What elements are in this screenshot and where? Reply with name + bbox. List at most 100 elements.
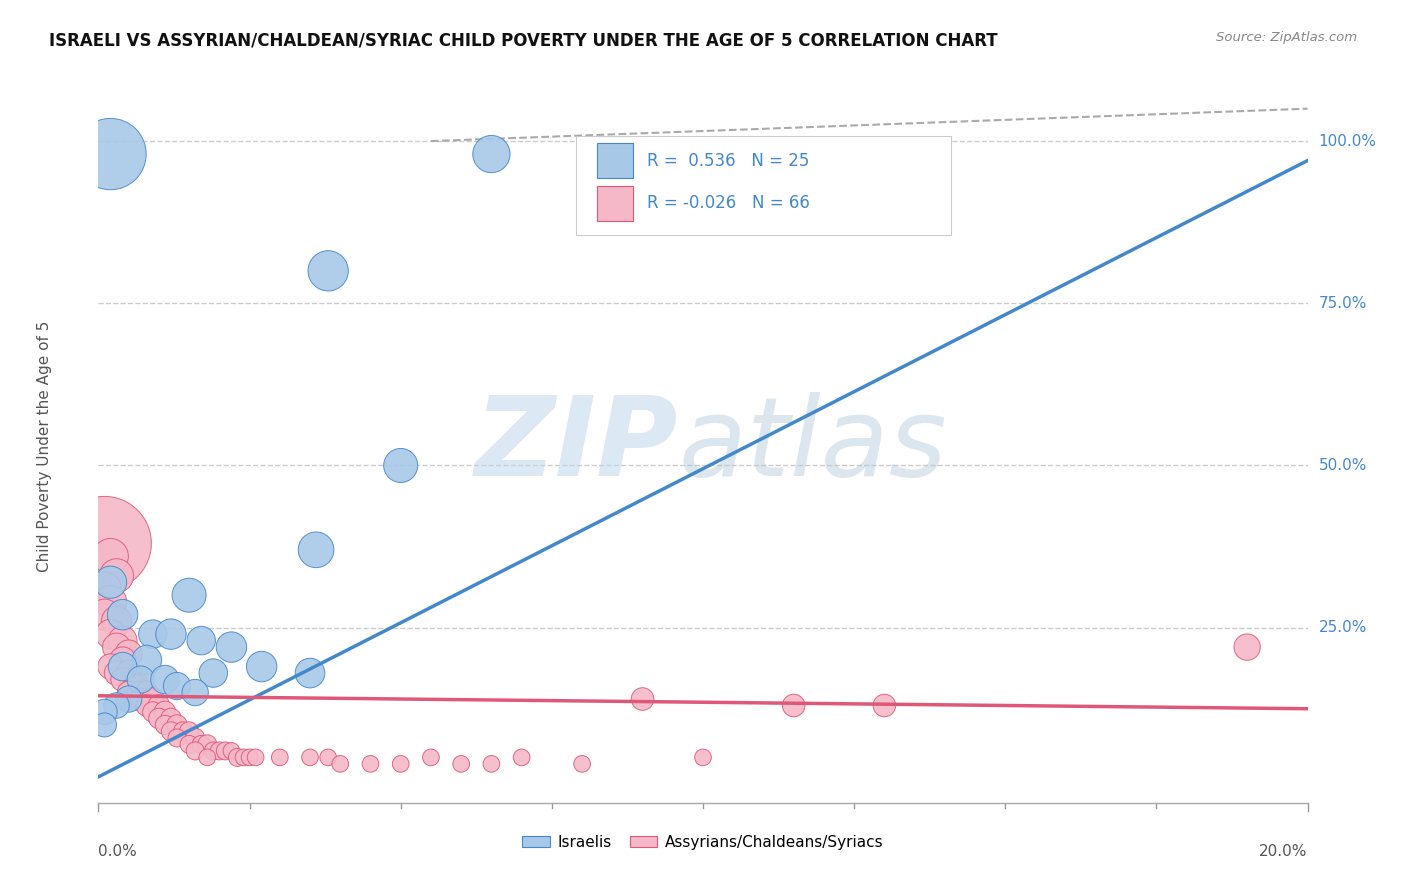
- Point: [129, 685, 152, 699]
- Point: [129, 673, 152, 687]
- Point: [100, 595, 122, 609]
- Point: [153, 673, 176, 687]
- Point: [208, 744, 231, 758]
- Point: [783, 698, 806, 713]
- Point: [153, 705, 176, 719]
- Point: [214, 744, 236, 758]
- Point: [93, 582, 115, 596]
- Text: atlas: atlas: [679, 392, 948, 500]
- Text: ZIP: ZIP: [475, 392, 679, 500]
- Point: [195, 750, 218, 764]
- Point: [1236, 640, 1258, 654]
- Point: [93, 718, 115, 732]
- Point: [100, 575, 122, 590]
- Point: [148, 711, 170, 725]
- Point: [360, 756, 382, 771]
- Point: [232, 750, 254, 764]
- Point: [160, 724, 183, 739]
- Point: [118, 692, 141, 706]
- Point: [221, 744, 243, 758]
- Point: [142, 705, 165, 719]
- Point: [179, 724, 201, 739]
- Point: [100, 147, 122, 161]
- Point: [142, 692, 165, 706]
- Point: [100, 627, 122, 641]
- Point: [135, 653, 157, 667]
- Point: [239, 750, 262, 764]
- Point: [124, 679, 146, 693]
- Point: [269, 750, 291, 764]
- Point: [93, 536, 115, 550]
- Point: [111, 673, 134, 687]
- Point: [160, 711, 183, 725]
- Point: [245, 750, 267, 764]
- Point: [135, 685, 157, 699]
- Point: [221, 640, 243, 654]
- Bar: [596, 186, 633, 220]
- Point: [105, 640, 128, 654]
- Point: [148, 698, 170, 713]
- Point: [105, 698, 128, 713]
- Point: [184, 744, 207, 758]
- Point: [316, 264, 339, 278]
- Point: [111, 653, 134, 667]
- Point: [184, 731, 207, 745]
- Text: Source: ZipAtlas.com: Source: ZipAtlas.com: [1216, 31, 1357, 45]
- Point: [389, 756, 412, 771]
- Point: [299, 666, 322, 681]
- Point: [100, 659, 122, 673]
- Point: [129, 692, 152, 706]
- Point: [111, 607, 134, 622]
- Point: [105, 614, 128, 628]
- Point: [179, 738, 201, 752]
- Point: [226, 750, 249, 764]
- Text: R = -0.026   N = 66: R = -0.026 N = 66: [647, 194, 810, 212]
- Text: 0.0%: 0.0%: [98, 845, 138, 859]
- Point: [118, 666, 141, 681]
- Point: [111, 633, 134, 648]
- Point: [420, 750, 443, 764]
- Text: 100.0%: 100.0%: [1319, 134, 1376, 149]
- Text: R =  0.536   N = 25: R = 0.536 N = 25: [647, 152, 810, 169]
- Point: [124, 692, 146, 706]
- Text: Child Poverty Under the Age of 5: Child Poverty Under the Age of 5: [37, 320, 52, 572]
- Text: 75.0%: 75.0%: [1319, 296, 1367, 310]
- Point: [250, 659, 273, 673]
- Point: [166, 679, 188, 693]
- Point: [153, 718, 176, 732]
- Text: 20.0%: 20.0%: [1260, 845, 1308, 859]
- Text: 25.0%: 25.0%: [1319, 620, 1367, 635]
- Point: [190, 633, 212, 648]
- Text: ISRAELI VS ASSYRIAN/CHALDEAN/SYRIAC CHILD POVERTY UNDER THE AGE OF 5 CORRELATION: ISRAELI VS ASSYRIAN/CHALDEAN/SYRIAC CHIL…: [49, 31, 998, 49]
- Point: [166, 731, 188, 745]
- Point: [93, 705, 115, 719]
- Point: [93, 607, 115, 622]
- Point: [184, 685, 207, 699]
- FancyBboxPatch shape: [576, 136, 950, 235]
- Point: [172, 724, 194, 739]
- Point: [631, 692, 654, 706]
- Point: [166, 718, 188, 732]
- Point: [299, 750, 322, 764]
- Point: [179, 588, 201, 602]
- Point: [571, 756, 593, 771]
- Point: [202, 666, 225, 681]
- Point: [692, 750, 714, 764]
- Point: [190, 738, 212, 752]
- Point: [160, 627, 183, 641]
- Point: [481, 147, 503, 161]
- Point: [105, 666, 128, 681]
- Point: [510, 750, 533, 764]
- Text: 50.0%: 50.0%: [1319, 458, 1367, 473]
- Point: [389, 458, 412, 473]
- Point: [100, 549, 122, 564]
- Point: [118, 647, 141, 661]
- Point: [481, 756, 503, 771]
- Point: [111, 659, 134, 673]
- Point: [329, 756, 352, 771]
- Point: [142, 627, 165, 641]
- Point: [105, 568, 128, 582]
- Point: [202, 744, 225, 758]
- Point: [305, 542, 328, 557]
- Bar: [596, 144, 633, 178]
